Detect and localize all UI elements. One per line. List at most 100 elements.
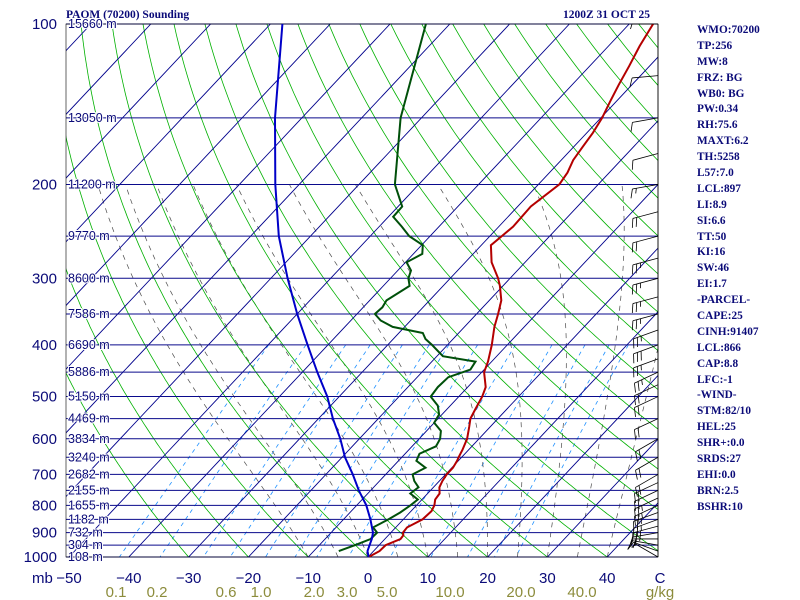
height-label: 6690 m	[68, 338, 110, 352]
temperature-trace	[368, 24, 654, 557]
pressure-label: 900	[32, 525, 57, 542]
index-value: MAXT:6.2	[697, 135, 749, 148]
wind-barb	[634, 418, 659, 440]
index-value: PW:0.34	[697, 103, 739, 116]
index-value: LFC:-1	[697, 373, 733, 386]
height-label: 5150 m	[68, 390, 110, 404]
mixing-ratio-label: 0.6	[216, 584, 237, 600]
index-value: TH:5258	[697, 151, 740, 164]
height-label: 3240 m	[68, 450, 110, 464]
index-value: SHR+:0.0	[697, 437, 745, 450]
isotherm	[66, 24, 152, 115]
index-value: RH:75.6	[697, 119, 738, 132]
moist-adiabat	[125, 184, 339, 557]
mixing-ratio-label: 5.0	[377, 584, 398, 600]
index-value: WMO:70200	[697, 24, 760, 36]
isotherm	[248, 120, 658, 557]
wind-barb	[631, 153, 659, 170]
pressure-label: 100	[32, 16, 57, 33]
isotherm	[547, 438, 658, 557]
isotherm	[427, 311, 658, 557]
index-value: HEL:25	[697, 421, 736, 434]
indices-panel: WMO:70200 TP:256 MW:8 FRZ: BG WB0: BG PW:0.34…	[697, 23, 800, 516]
index-value: LI:8.9	[697, 198, 727, 211]
wind-barb	[629, 75, 659, 88]
index-value: SW:46	[697, 262, 730, 275]
height-label: 15660 m	[68, 17, 117, 31]
index-value: TT:50	[697, 230, 727, 243]
wind-barb	[634, 482, 659, 504]
pressure-unit-label: mb	[32, 570, 53, 587]
pressure-label: 500	[32, 389, 57, 406]
mixing-ratio-label: 3.0	[337, 584, 358, 600]
wind-barb	[635, 456, 659, 480]
index-value: LCL:866	[697, 341, 741, 354]
mixing-ratio-label: 20.0	[506, 584, 535, 600]
height-label: 5886 m	[68, 365, 110, 379]
index-value: L57:7.0	[697, 167, 734, 180]
wind-barb	[631, 257, 659, 275]
index-value: -WIND-	[697, 389, 737, 402]
index-value: BRN:2.5	[697, 484, 739, 497]
wind-barb	[633, 512, 659, 531]
height-label: 2682 m	[68, 467, 110, 481]
isotherm	[66, 24, 271, 243]
height-label: 1655 m	[68, 498, 110, 512]
wind-barb	[631, 211, 659, 228]
mixing-ratio-label: 0.1	[106, 584, 127, 600]
height-label: 732 m	[68, 526, 103, 540]
wind-barb	[630, 23, 658, 30]
isotherm	[307, 183, 658, 557]
index-value: EI:1.7	[697, 278, 727, 291]
index-value: LCL:897	[697, 182, 741, 195]
index-value: CINH:91407	[697, 325, 759, 338]
moist-adiabat	[437, 184, 523, 557]
mixing-ratio-label: 0.2	[147, 584, 168, 600]
wind-barb	[634, 497, 659, 519]
index-value: SI:6.6	[697, 214, 726, 227]
temp-tick-label: −50	[56, 570, 81, 587]
temp-tick-label: −10	[295, 570, 320, 587]
index-value: BSHR:10	[697, 500, 743, 513]
mixing-ratio-label: 10.0	[435, 584, 464, 600]
wind-barb	[633, 344, 659, 364]
height-label: 9770 m	[68, 229, 110, 243]
index-value: FRZ: BG	[697, 71, 743, 84]
mixing-ratio-label: 2.0	[304, 584, 325, 600]
temp-tick-label: −30	[176, 570, 201, 587]
index-value: SRDS:27	[697, 453, 741, 466]
station-title: PAOM (70200) Sounding	[66, 9, 190, 21]
wind-barb	[627, 541, 659, 552]
moist-adiabat	[355, 184, 488, 557]
pressure-label: 400	[32, 337, 57, 354]
temp-tick-label: 10	[419, 570, 436, 587]
wind-barb	[635, 474, 659, 497]
wind-barb	[634, 371, 659, 393]
temp-tick-label: −40	[116, 570, 141, 587]
wind-barb	[635, 438, 659, 462]
height-label: 2155 m	[68, 483, 110, 497]
isotherm	[487, 374, 658, 557]
temp-tick-label: 30	[539, 570, 556, 587]
pressure-label: 800	[32, 497, 57, 514]
temp-tick-label: −20	[236, 570, 261, 587]
mixing-ratio-label: 40.0	[567, 584, 596, 600]
mixing-ratio-label: 1.0	[251, 584, 272, 600]
isotherm	[68, 24, 570, 557]
height-label: 304 m	[68, 538, 103, 552]
index-value: STM:82/10	[697, 405, 751, 418]
moist-adiabat	[236, 184, 429, 557]
wind-barb	[630, 184, 659, 199]
height-label: 108 m	[68, 550, 103, 564]
moist-adiabat	[532, 184, 567, 557]
wind-barb	[633, 329, 659, 349]
index-value: EHI:0.0	[697, 468, 736, 481]
time-title: 1200Z 31 OCT 25	[563, 9, 651, 21]
wind-barb	[634, 490, 659, 511]
temp-unit-label: C	[655, 570, 666, 587]
dewpoint-trace	[338, 24, 478, 553]
temp-tick-label: 40	[599, 570, 616, 587]
wind-barb	[633, 358, 659, 378]
